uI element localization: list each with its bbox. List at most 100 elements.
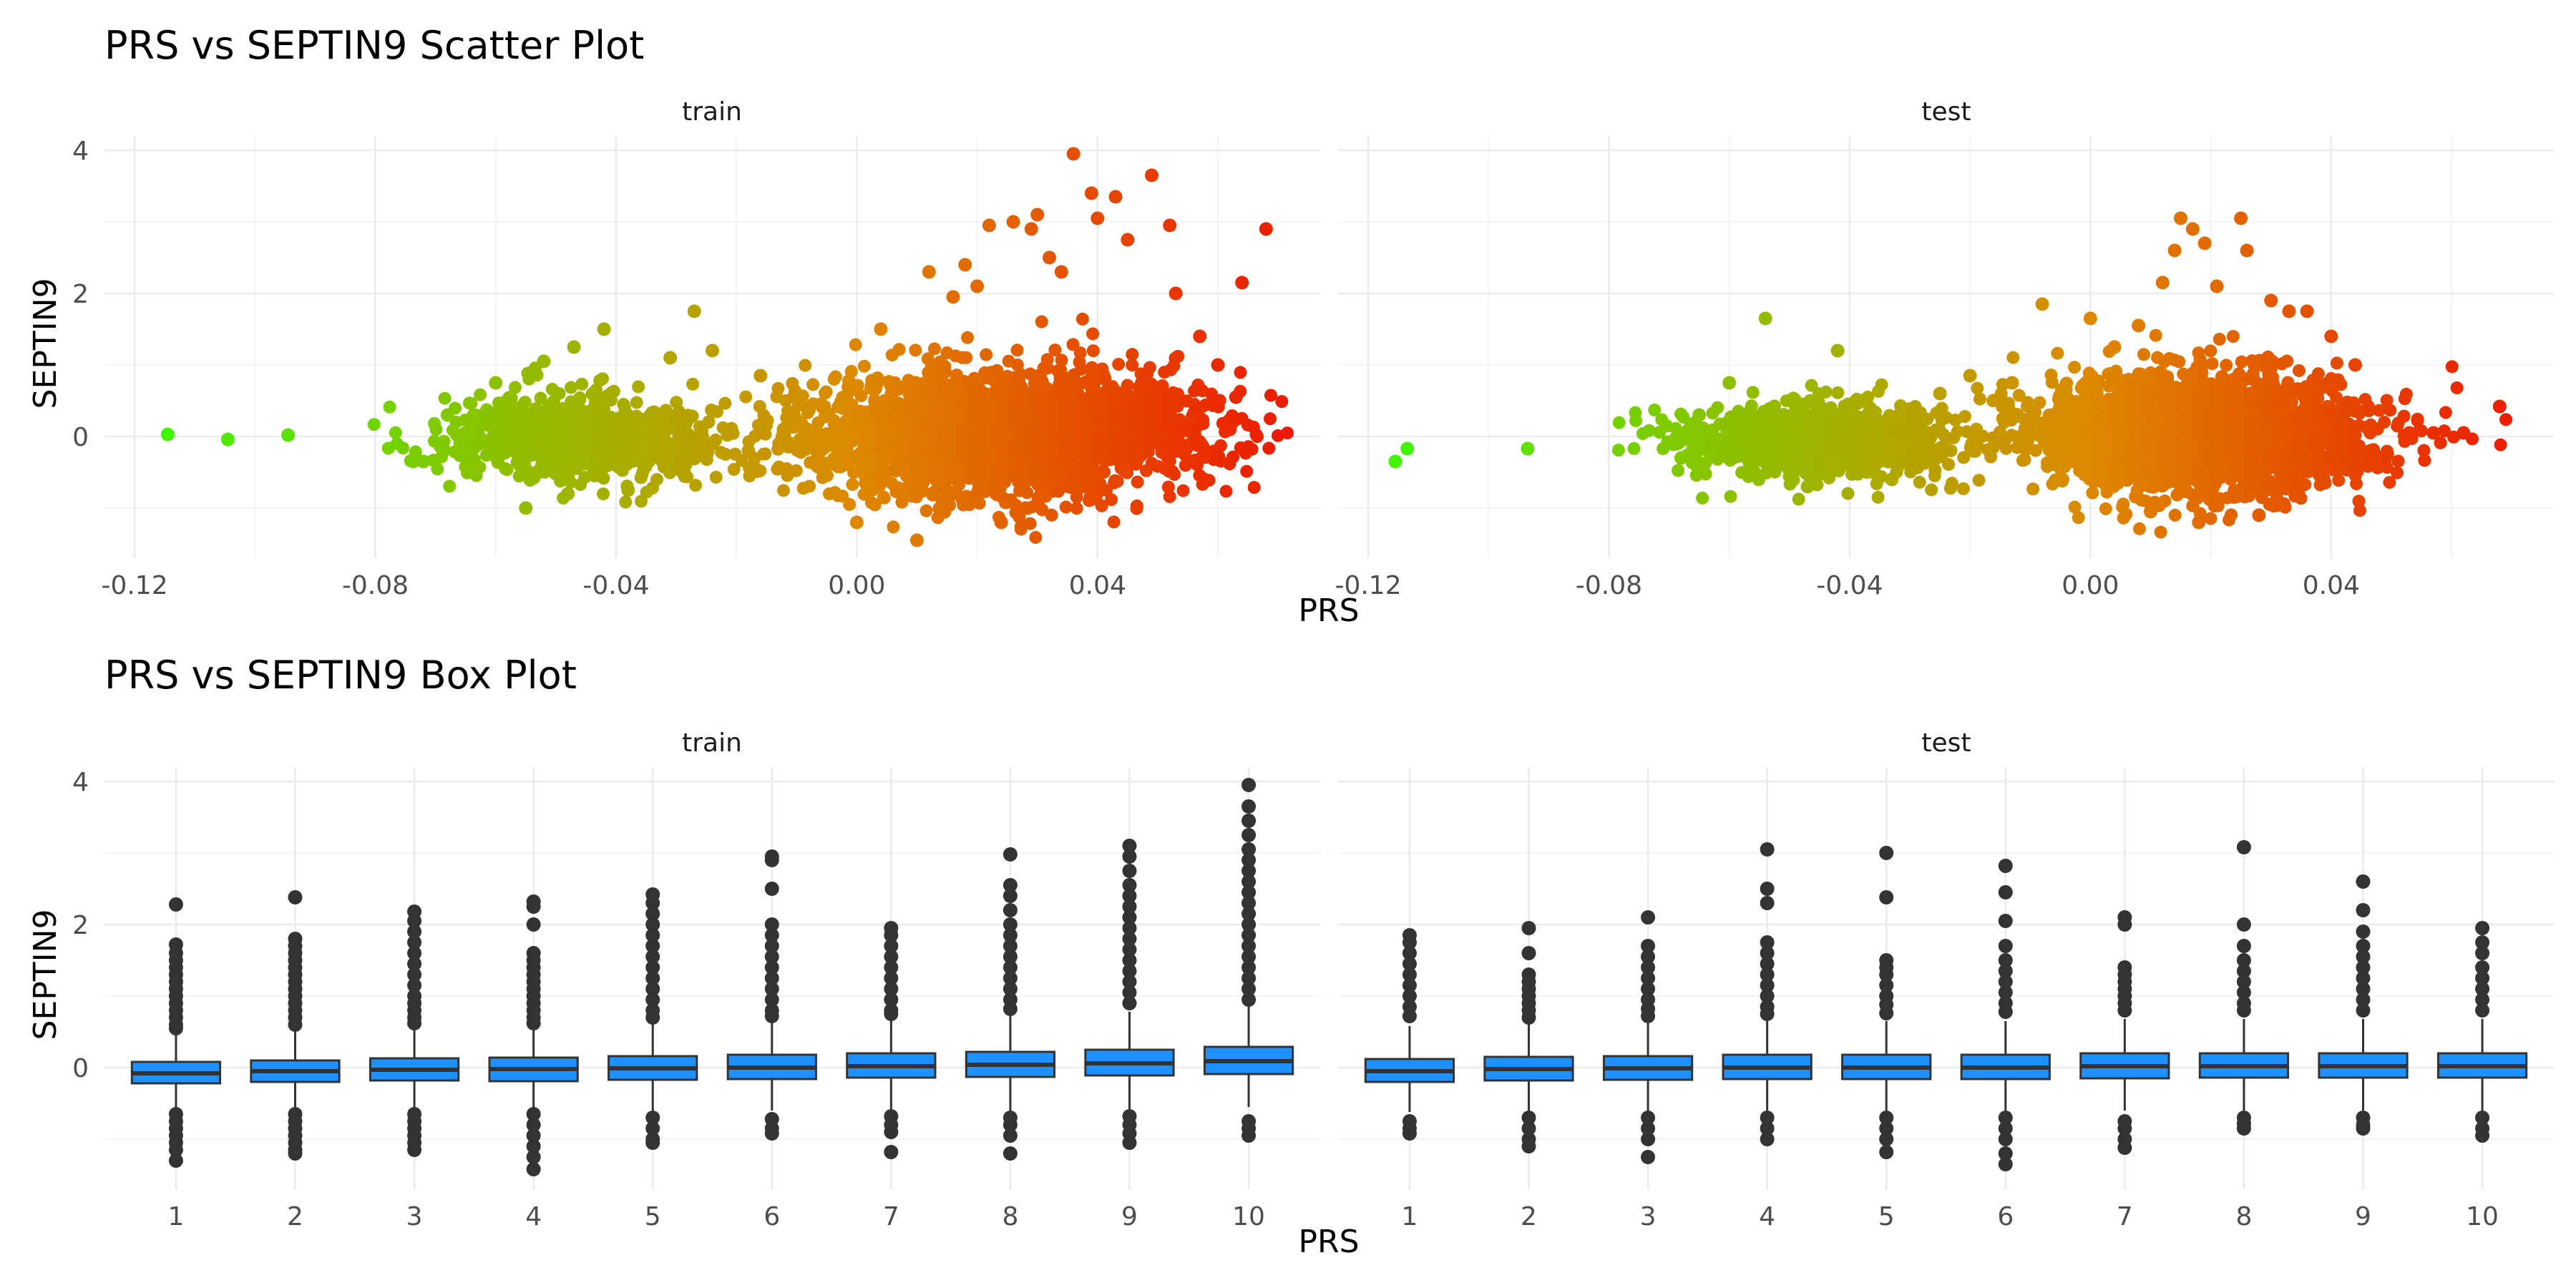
scatter-point [1008, 404, 1021, 418]
scatter-point [567, 340, 581, 354]
scatter-point [1082, 404, 1096, 418]
x-tick-label: 0.04 [2303, 571, 2360, 600]
scatter-point [1070, 417, 1084, 431]
scatter-point [473, 460, 487, 474]
scatter-point [1066, 147, 1080, 161]
scatter-point [1612, 416, 1626, 429]
scatter-point [1240, 464, 1254, 478]
scatter-point [1108, 476, 1121, 489]
scatter-point [1938, 438, 1952, 452]
scatter-point [584, 446, 597, 459]
scatter-point [922, 444, 935, 457]
scatter-point [1894, 412, 1908, 426]
scatter-point [604, 394, 618, 407]
scatter-point [780, 462, 794, 475]
scatter-point [1235, 411, 1249, 425]
scatter-point [1793, 409, 1807, 422]
scatter-point [806, 378, 820, 391]
scatter-point [849, 338, 862, 351]
scatter-point [1234, 366, 1247, 379]
scatter-point [942, 484, 955, 498]
scatter-point [390, 437, 404, 451]
scatter-point [1211, 400, 1225, 414]
scatter-point [827, 372, 841, 386]
scatter-point [1822, 438, 1835, 452]
scatter-point [601, 459, 615, 472]
scatter-point [1176, 484, 1190, 497]
scatter-point [980, 348, 993, 361]
scatter-point [1674, 407, 1688, 421]
scatter-point [1163, 218, 1177, 233]
scatter-point [1722, 433, 1735, 447]
scatter-point [1069, 484, 1083, 497]
scatter-point [1086, 492, 1100, 506]
scatter-point [682, 454, 696, 467]
scatter-point [961, 469, 975, 483]
scatter-point [1127, 414, 1141, 428]
scatter-point [1770, 448, 1784, 462]
scatter-point [1196, 413, 1209, 426]
scatter-point [1871, 490, 1885, 504]
scatter-point [1696, 492, 1709, 505]
scatter-point [1108, 190, 1123, 204]
scatter-point [1044, 477, 1058, 491]
scatter-point [748, 429, 762, 443]
scatter-point [819, 386, 832, 400]
scatter-point [1047, 462, 1060, 475]
scatter-point [1163, 490, 1176, 504]
scatter-point [1866, 449, 1880, 462]
scatter-point [983, 449, 997, 463]
scatter-point [1133, 426, 1147, 440]
scatter-point [1262, 441, 1276, 455]
scatter-point [564, 421, 577, 435]
scatter-point [1211, 451, 1225, 465]
scatter-point [508, 381, 522, 394]
scatter-point [932, 408, 945, 421]
scatter-point [645, 481, 659, 494]
scatter-point [2220, 358, 2233, 372]
scatter-point [585, 425, 598, 439]
scatter-point [1030, 470, 1043, 484]
scatter-point [610, 444, 623, 458]
scatter-point [587, 389, 601, 403]
scatter-point [1611, 444, 1625, 457]
scatter-point [1108, 441, 1121, 455]
scatter-point [846, 478, 859, 492]
scatter-point [1112, 454, 1126, 468]
scatter-point [919, 504, 933, 517]
scatter-point [880, 420, 894, 434]
y-tick-label: 0 [72, 423, 89, 452]
scatter-point [657, 460, 670, 474]
scatter-point [1205, 387, 1219, 401]
scatter-point [822, 487, 836, 501]
scatter-point [1211, 358, 1225, 372]
scatter-point [1100, 384, 1113, 397]
scatter-point [1844, 419, 1858, 433]
scatter-point [758, 447, 772, 461]
scatter-point [877, 464, 890, 477]
scatter-point [540, 408, 553, 421]
scatter-point [440, 408, 454, 422]
scatter-point [1760, 429, 1774, 443]
scatter-title: PRS vs SEPTIN9 Scatter Plot [104, 23, 644, 68]
scatter-point [1008, 416, 1021, 430]
scatter-point [428, 416, 441, 430]
scatter-point [868, 380, 882, 394]
scatter-point [743, 469, 756, 483]
scatter-point [997, 474, 1011, 487]
scatter-point [1037, 361, 1050, 375]
scatter-point [1086, 344, 1100, 358]
scatter-point [431, 462, 444, 476]
scatter-point [1724, 449, 1737, 463]
scatter-point [1197, 472, 1211, 485]
scatter-point [1126, 358, 1139, 372]
scatter-point [1798, 398, 1812, 411]
scatter-point [864, 479, 878, 493]
x-tick-label: -0.08 [342, 571, 409, 600]
scatter-point [1121, 233, 1135, 247]
scatter-point [1223, 422, 1237, 436]
scatter-point [694, 424, 708, 437]
scatter-point [454, 437, 468, 451]
